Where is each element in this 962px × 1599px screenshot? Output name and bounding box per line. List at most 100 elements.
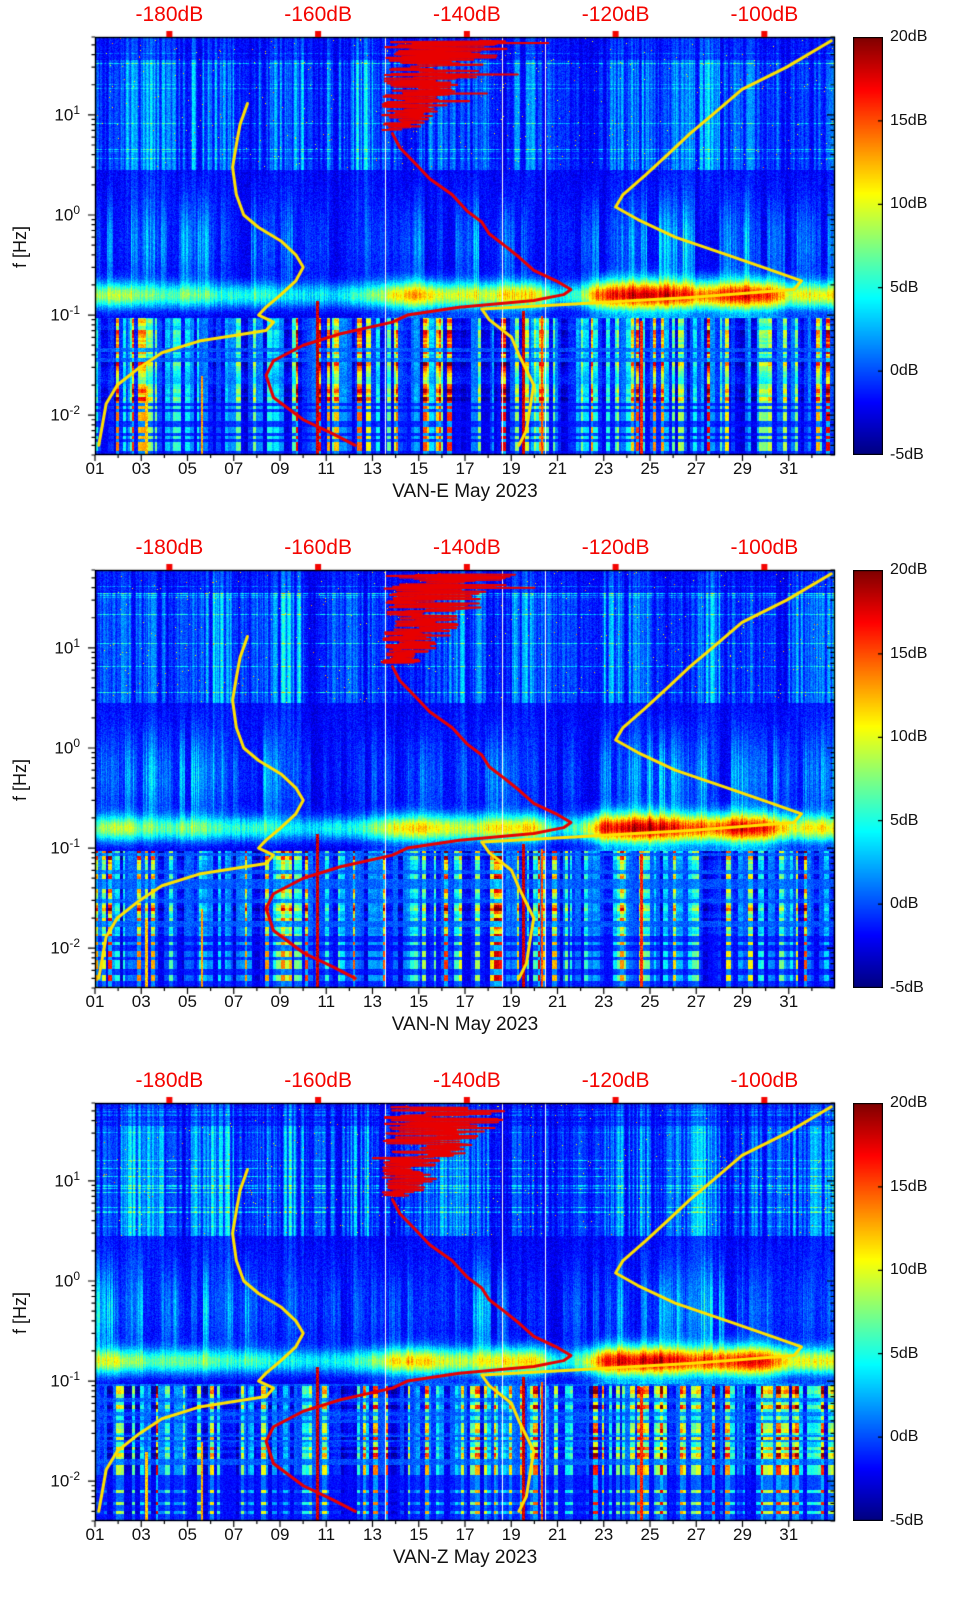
x-tick-label: 15 <box>409 992 429 1011</box>
colorbar-tick-label: 20dB <box>890 1094 928 1111</box>
x-tick-label: 29 <box>733 1525 752 1544</box>
x-tick-label: 31 <box>779 1525 799 1544</box>
x-tick-label: 01 <box>85 992 105 1011</box>
x-tick-label: 21 <box>548 992 567 1011</box>
colorbar-tick-label: 15dB <box>890 1177 928 1195</box>
colorbar-tick-label: 15dB <box>890 111 928 129</box>
x-tick-label: 09 <box>270 992 290 1011</box>
colorbar-tick-label: -5dB <box>890 979 924 996</box>
y-tick-exponent: -2 <box>69 1469 80 1483</box>
colorbar-tick-label: 5dB <box>890 811 919 829</box>
x-tick-labels: 01 03 05 07 09 11 13 15 17 19 21 23 25 27 29 31 <box>86 459 835 479</box>
colorbar-tick-label: 0dB <box>890 895 919 913</box>
x-tick-label: 09 <box>270 1525 290 1544</box>
x-tick-label: 17 <box>455 992 475 1011</box>
x-tick-label: 25 <box>640 1525 660 1544</box>
top-axis-label: -120dB <box>581 1069 650 1092</box>
colorbar-tick-labels: 20dB 15dB 10dB 5dB 0dB -5dB <box>890 1094 962 1529</box>
top-axis-label: -180dB <box>135 1069 204 1092</box>
x-tick-label: 17 <box>455 459 475 478</box>
y-tick-label: 10-2 <box>50 1469 80 1492</box>
spectrogram-panel-van-n: f [Hz] -180dB -160dB -140dB -120dB -100dB 10… <box>0 533 962 1066</box>
colorbar-tick-label: -5dB <box>890 1512 924 1529</box>
panel-title: VAN-N May 2023 <box>391 1014 539 1035</box>
y-tick-label: 10-1 <box>50 836 80 859</box>
x-tick-label: 05 <box>178 1525 197 1544</box>
x-tick-label: 03 <box>131 992 151 1011</box>
top-axis-label: -160dB <box>284 3 352 26</box>
colorbar-tick-label: 5dB <box>890 1344 919 1362</box>
y-tick-label: 10-2 <box>50 936 80 959</box>
x-tick-label: 01 <box>85 1525 105 1544</box>
top-axis-label: -160dB <box>284 536 352 559</box>
x-tick-label: 05 <box>178 459 197 478</box>
x-tick-label: 29 <box>733 459 752 478</box>
x-tick-label: 15 <box>409 459 429 478</box>
colorbar-tick-label: -5dB <box>890 446 924 463</box>
x-tick-label: 23 <box>594 459 614 478</box>
x-tick-label: 23 <box>594 992 614 1011</box>
x-tick-label: 23 <box>594 1525 614 1544</box>
x-tick-label: 21 <box>548 1525 567 1544</box>
x-tick-labels: 01 03 05 07 09 11 13 15 17 19 21 23 25 27 29 31 <box>86 1525 835 1545</box>
top-axis-labels: -180dB -160dB -140dB -120dB -100dB <box>95 536 835 562</box>
colorbar-tick-label: 10dB <box>890 728 928 746</box>
x-tick-label: 25 <box>640 459 660 478</box>
top-axis-label: -140dB <box>432 536 501 559</box>
colorbar-tick-labels: 20dB 15dB 10dB 5dB 0dB -5dB <box>890 561 962 996</box>
colorbar-tick-label: 5dB <box>890 278 919 296</box>
colorbar-tick-label: 0dB <box>890 362 919 380</box>
y-tick-exponent: -1 <box>69 303 80 317</box>
x-tick-label: 31 <box>779 459 799 478</box>
y-tick-label: 10-2 <box>50 403 80 426</box>
x-tick-label: 13 <box>363 459 382 478</box>
x-tick-label: 17 <box>455 1525 475 1544</box>
top-axis-label: -100dB <box>730 536 799 559</box>
spectrogram-panel-van-e: f [Hz] -180dB -160dB -140dB -120dB -100dB 10… <box>0 0 962 533</box>
top-axis-label: -160dB <box>284 1069 352 1092</box>
panel-title: VAN-E May 2023 <box>392 481 538 502</box>
top-axis-label: -100dB <box>730 3 799 26</box>
y-tick-label: 10-1 <box>50 303 80 326</box>
y-tick-exponent: -2 <box>69 403 80 417</box>
x-tick-label: 05 <box>178 992 197 1011</box>
x-tick-label: 27 <box>686 992 706 1011</box>
y-tick-exponent: -2 <box>69 936 80 950</box>
top-axis-labels: -180dB -160dB -140dB -120dB -100dB <box>95 1069 835 1095</box>
top-axis-label: -180dB <box>135 536 204 559</box>
colorbar-tick-label: 0dB <box>890 1428 919 1446</box>
axes-and-curves-overlay <box>75 21 855 467</box>
y-tick-exponent: -1 <box>69 836 80 850</box>
x-tick-label: 07 <box>224 992 244 1011</box>
colorbar <box>853 1103 883 1521</box>
x-tick-label: 27 <box>686 1525 706 1544</box>
x-tick-label: 09 <box>270 459 290 478</box>
x-tick-label: 07 <box>224 1525 244 1544</box>
x-tick-label: 15 <box>409 1525 429 1544</box>
x-tick-label: 13 <box>363 992 382 1011</box>
top-axis-label: -120dB <box>581 536 650 559</box>
top-axis-label: -140dB <box>432 1069 501 1092</box>
x-tick-label: 13 <box>363 1525 382 1544</box>
spectrogram-panel-van-z: f [Hz] -180dB -160dB -140dB -120dB -100dB 10… <box>0 1066 962 1599</box>
x-tick-label: 07 <box>224 459 244 478</box>
x-tick-labels: 01 03 05 07 09 11 13 15 17 19 21 23 25 27 29 31 <box>86 992 835 1012</box>
x-tick-label: 31 <box>779 992 799 1011</box>
colorbar-tick-labels: 20dB 15dB 10dB 5dB 0dB -5dB <box>890 28 962 463</box>
x-tick-label: 03 <box>131 459 151 478</box>
top-axis-label: -180dB <box>135 3 204 26</box>
axes-and-curves-overlay <box>75 554 855 1000</box>
y-tick-label: 10-1 <box>50 1369 80 1392</box>
colorbar-tick-label: 20dB <box>890 28 928 45</box>
x-tick-label: 27 <box>686 459 706 478</box>
x-tick-label: 11 <box>317 459 336 478</box>
y-tick-exponent: -1 <box>69 1369 80 1383</box>
x-tick-label: 25 <box>640 992 660 1011</box>
x-tick-label: 21 <box>548 459 567 478</box>
colorbar-tick-label: 20dB <box>890 561 928 578</box>
top-axis-labels: -180dB -160dB -140dB -120dB -100dB <box>95 3 835 29</box>
axes-and-curves-overlay <box>75 1087 855 1533</box>
x-tick-label: 29 <box>733 992 752 1011</box>
colorbar <box>853 570 883 988</box>
